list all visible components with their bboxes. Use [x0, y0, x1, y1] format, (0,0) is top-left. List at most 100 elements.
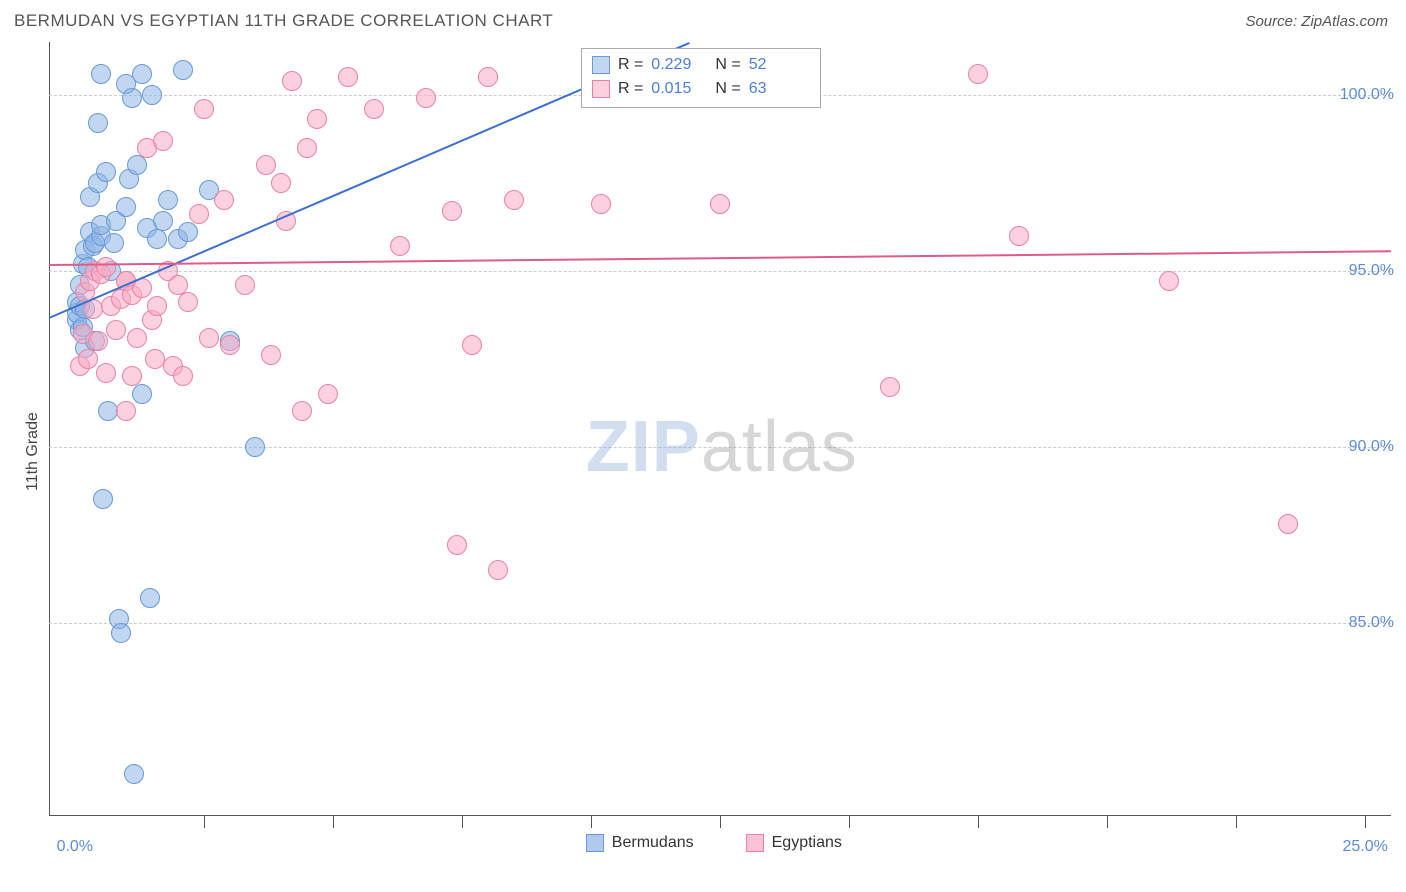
legend-row: R = 0.229 N = 52	[592, 53, 810, 77]
scatter-point	[591, 194, 611, 214]
scatter-point	[271, 173, 291, 193]
y-axis-title: 11th Grade	[24, 412, 42, 491]
scatter-point	[256, 155, 276, 175]
y-tick-label: 95.0%	[1349, 262, 1394, 280]
scatter-point	[132, 384, 152, 404]
scatter-point	[1278, 514, 1298, 534]
x-tick-label: 25.0%	[1343, 838, 1388, 856]
scatter-point	[142, 85, 162, 105]
scatter-point	[1009, 226, 1029, 246]
legend-r-value: 0.015	[651, 77, 691, 101]
scatter-point	[245, 437, 265, 457]
x-tick	[720, 816, 721, 828]
correlation-legend: R = 0.229 N = 52R = 0.015 N = 63	[581, 48, 821, 108]
scatter-point	[122, 88, 142, 108]
scatter-point	[122, 366, 142, 386]
scatter-point	[968, 64, 988, 84]
scatter-point	[220, 335, 240, 355]
scatter-point	[338, 67, 358, 87]
scatter-point	[98, 401, 118, 421]
scatter-point	[880, 377, 900, 397]
scatter-point	[153, 211, 173, 231]
series-swatch	[746, 834, 764, 852]
scatter-point	[364, 99, 384, 119]
series-legend-item: Bermudans	[586, 834, 694, 852]
scatter-point	[504, 190, 524, 210]
scatter-point	[292, 401, 312, 421]
y-tick-label: 85.0%	[1349, 614, 1394, 632]
scatter-point	[106, 320, 126, 340]
y-tick-label: 90.0%	[1349, 438, 1394, 456]
scatter-point	[116, 401, 136, 421]
x-tick	[591, 816, 592, 828]
scatter-point	[153, 131, 173, 151]
y-tick-label: 100.0%	[1340, 86, 1394, 104]
scatter-point	[147, 229, 167, 249]
scatter-point	[158, 190, 178, 210]
scatter-point	[127, 155, 147, 175]
scatter-point	[462, 335, 482, 355]
x-tick	[1236, 816, 1237, 828]
scatter-point	[390, 236, 410, 256]
legend-r-label: R =	[618, 53, 643, 77]
scatter-point	[78, 349, 98, 369]
series-name: Egyptians	[772, 834, 842, 852]
plot-area: ZIPatlas R =0.229N =52R =0.015N =63	[49, 42, 1391, 816]
series-name: Bermudans	[612, 834, 694, 852]
scatter-point	[478, 67, 498, 87]
scatter-point	[140, 588, 160, 608]
scatter-point	[199, 328, 219, 348]
scatter-point	[116, 197, 136, 217]
legend-row: R =0.015N =63	[592, 77, 810, 101]
scatter-point	[189, 204, 209, 224]
x-tick	[978, 816, 979, 828]
scatter-point	[1159, 271, 1179, 291]
x-tick-label: 0.0%	[57, 838, 93, 856]
scatter-point	[147, 296, 167, 316]
scatter-point	[93, 489, 113, 509]
scatter-point	[145, 349, 165, 369]
x-tick	[849, 816, 850, 828]
x-tick	[1365, 816, 1366, 828]
series-swatch	[586, 834, 604, 852]
scatter-point	[96, 162, 116, 182]
legend-swatch	[592, 80, 610, 98]
scatter-point	[178, 222, 198, 242]
scatter-point	[318, 384, 338, 404]
y-axis-line	[49, 42, 50, 816]
scatter-point	[111, 623, 131, 643]
scatter-point	[178, 292, 198, 312]
scatter-point	[297, 138, 317, 158]
scatter-point	[282, 71, 302, 91]
scatter-point	[96, 257, 116, 277]
scatter-point	[96, 363, 116, 383]
scatter-point	[488, 560, 508, 580]
chart-title: BERMUDAN VS EGYPTIAN 11TH GRADE CORRELAT…	[14, 11, 553, 31]
grid21px	[49, 271, 1391, 272]
scatter-point	[88, 113, 108, 133]
scatter-point	[104, 233, 124, 253]
scatter-point	[194, 99, 214, 119]
scatter-point	[307, 109, 327, 129]
scatter-point	[442, 201, 462, 221]
scatter-point	[88, 331, 108, 351]
trend-line	[49, 250, 1391, 266]
legend-r-label: R =	[618, 77, 643, 101]
legend-n-value: 52	[749, 53, 767, 77]
scatter-point	[710, 194, 730, 214]
scatter-point	[127, 328, 147, 348]
legend-n-value: 63	[749, 77, 767, 101]
scatter-point	[261, 345, 281, 365]
series-legend-item: Egyptians	[746, 834, 842, 852]
scatter-point	[91, 64, 111, 84]
scatter-point	[124, 764, 144, 784]
scatter-point	[235, 275, 255, 295]
grid21px	[49, 623, 1391, 624]
scatter-point	[447, 535, 467, 555]
scatter-point	[173, 60, 193, 80]
scatter-point	[173, 366, 193, 386]
legend-n-label: N =	[715, 53, 740, 77]
series-legend: Bermudans Egyptians	[586, 834, 842, 852]
legend-r-value: 0.229	[651, 53, 691, 77]
x-tick	[1107, 816, 1108, 828]
